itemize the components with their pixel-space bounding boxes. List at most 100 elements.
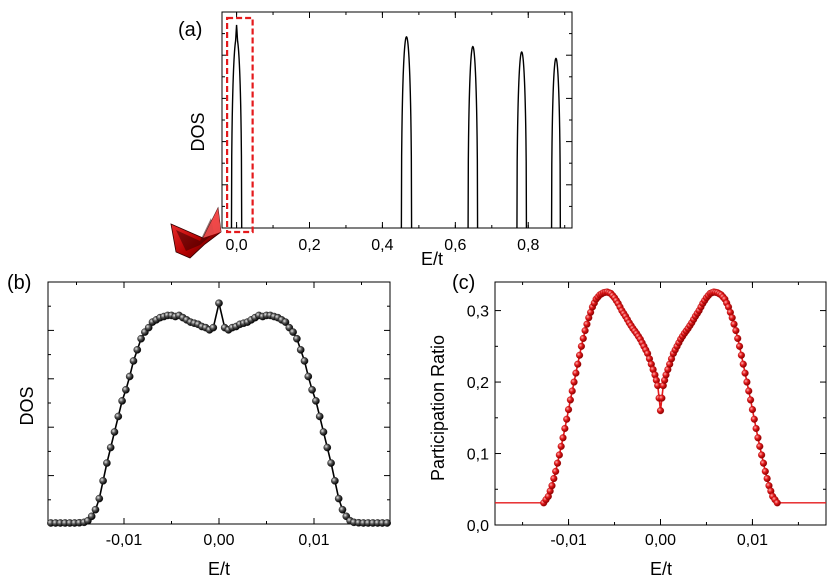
pr-point xyxy=(758,451,766,459)
pr-point xyxy=(741,369,749,377)
panel-b-xtick-label: -0,01 xyxy=(106,532,143,549)
panel-b-frame xyxy=(47,281,391,525)
dos-point xyxy=(312,397,320,405)
dos-point xyxy=(99,477,107,485)
dos-point xyxy=(315,412,324,421)
pr-point xyxy=(581,327,589,335)
panel-b-xtick-labels: -0,01 0,00 0,01 xyxy=(106,532,330,549)
dos-line xyxy=(50,303,388,524)
pr-point xyxy=(754,434,762,442)
dos-point xyxy=(133,346,142,354)
pr-point xyxy=(658,394,666,402)
dos-point xyxy=(338,505,347,514)
panel-c-xtick-label: -0,01 xyxy=(550,532,587,549)
panel-c-xtick-label: 0,00 xyxy=(645,532,676,549)
dos-point xyxy=(215,299,223,308)
dos-peak xyxy=(550,57,562,229)
panel-b-ylabel: DOS xyxy=(17,386,37,425)
dos-point xyxy=(106,443,115,452)
panel-a-ylabel: DOS xyxy=(188,112,208,151)
pr-point xyxy=(730,320,738,328)
dos-point xyxy=(122,385,130,394)
dos-peak xyxy=(467,45,479,229)
panel-c-xtick-labels: -0,01 0,00 0,01 xyxy=(550,532,768,549)
panel-b: (b) DOS E/t -0,01 0,00 0,01 xyxy=(7,272,391,579)
pr-point xyxy=(728,314,736,322)
panel-a-plot-area xyxy=(221,11,573,234)
panel-c-xtick-label: 0,01 xyxy=(737,532,768,549)
panel-c-ytick-label: 0,2 xyxy=(467,375,489,392)
pr-point xyxy=(656,407,665,415)
panel-c-xlabel: E/t xyxy=(650,559,672,579)
panel-a-frame xyxy=(221,11,573,229)
panel-c-plot-area xyxy=(494,281,827,526)
pr-point xyxy=(739,360,747,368)
panel-b-plot-area xyxy=(47,281,391,527)
pr-point xyxy=(548,482,556,490)
pr-point xyxy=(750,415,758,423)
dos-point xyxy=(118,397,126,405)
pr-point xyxy=(566,396,574,404)
dos-peak xyxy=(400,35,413,229)
panel-a-xtick-label: 0,6 xyxy=(444,237,466,254)
pr-point xyxy=(577,342,585,350)
panel-b-xtick-label: 0,00 xyxy=(203,532,234,549)
pr-point xyxy=(550,474,558,483)
pr-point xyxy=(743,378,751,386)
pr-point xyxy=(756,442,764,450)
panel-a-xtick-labels: 0,0 0,2 0,4 0,6 0,8 xyxy=(225,237,539,254)
dos-point xyxy=(144,323,153,332)
dos-point xyxy=(319,428,328,436)
dos-point xyxy=(327,459,335,467)
dos-point xyxy=(114,412,123,421)
pr-point xyxy=(747,396,755,404)
panel-c-label: (c) xyxy=(452,272,475,294)
pr-point xyxy=(579,334,587,343)
pr-point xyxy=(570,378,578,386)
panel-a-xtick-label: 0,2 xyxy=(298,237,320,254)
dos-point xyxy=(87,512,96,521)
pr-point xyxy=(572,369,580,377)
pr-point xyxy=(563,415,571,423)
dos-point xyxy=(95,494,104,503)
pr-point xyxy=(568,387,576,395)
pr-point xyxy=(736,342,744,350)
panel-b-label: (b) xyxy=(7,272,31,294)
dos-point xyxy=(281,318,290,326)
pr-point xyxy=(752,424,760,433)
dos-point xyxy=(331,477,339,485)
pr-point xyxy=(763,474,771,483)
dos-point xyxy=(296,346,305,354)
pr-point xyxy=(565,406,573,414)
panel-c-ytick-labels: 0,0 0,1 0,2 0,3 xyxy=(467,304,489,535)
pr-point xyxy=(574,360,582,368)
panel-b-xlabel: E/t xyxy=(208,559,230,579)
arrow-icon xyxy=(170,206,222,259)
dos-peak xyxy=(230,24,243,229)
pr-point xyxy=(732,327,740,335)
panel-c: (c) Participation Ratio E/t -0,01 0,00 0… xyxy=(428,272,827,579)
dos-peak xyxy=(516,51,528,229)
panel-c-ytick-label: 0,1 xyxy=(467,447,489,464)
pr-point xyxy=(561,424,569,433)
panel-a: (a) DOS E/t 0,0 0,2 0,4 0,6 0,8 xyxy=(170,11,573,269)
dos-point xyxy=(323,443,332,452)
dos-point xyxy=(293,334,301,343)
pr-point xyxy=(576,351,584,359)
dos-point xyxy=(308,385,316,394)
pr-point xyxy=(559,434,567,442)
dos-point xyxy=(304,372,313,381)
pr-point xyxy=(734,334,742,343)
pr-point xyxy=(773,499,781,507)
pr-point xyxy=(557,442,565,450)
pr-point xyxy=(552,467,560,475)
dos-point xyxy=(289,328,297,336)
pr-point xyxy=(759,459,768,467)
panel-a-xtick-label: 0,8 xyxy=(517,237,539,254)
dos-point xyxy=(125,372,134,381)
dos-point xyxy=(300,357,309,365)
panel-a-xtick-label: 0,0 xyxy=(225,237,247,254)
dos-point xyxy=(110,428,119,436)
pr-point xyxy=(555,451,563,459)
